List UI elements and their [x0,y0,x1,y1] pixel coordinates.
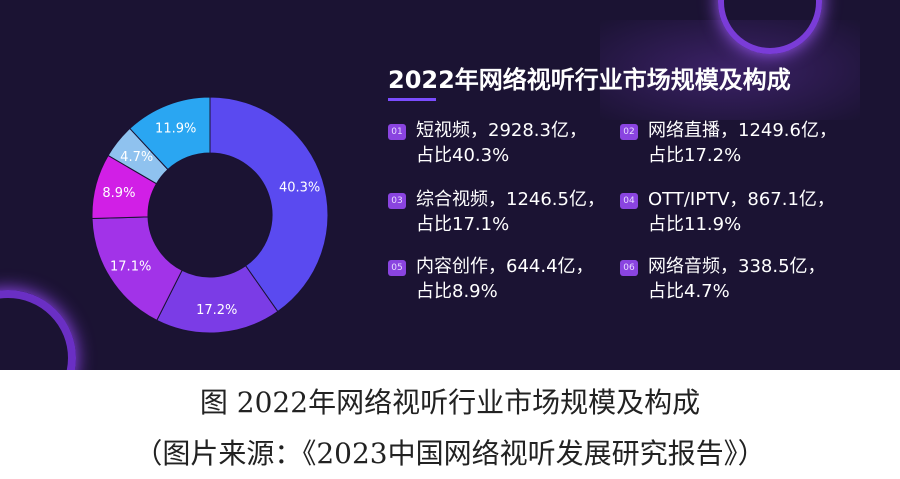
slice-data-label: 17.1% [110,259,151,274]
figure-source: （图片来源：《2023中国网络视听发展研究报告》） [134,437,766,470]
slice-data-label: 4.7% [120,150,153,165]
legend-line: 内容创作，644.4亿， [416,256,594,277]
slice-data-label: 17.2% [196,303,237,318]
legend-text: 网络音频，338.5亿， 占比4.7% [648,254,868,304]
slice-data-label: 8.9% [102,186,135,201]
legend-number-badge: 04 [620,193,638,209]
chart-panel: 40.3% 17.2% 17.1% 8.9% 4.7% 11.9% 2022年网络视听行业… [0,0,900,370]
legend-line: 占比40.3% [416,145,510,166]
legend-number-badge: 01 [388,124,406,140]
legend-number-badge: 03 [388,193,406,209]
background-glow [600,20,860,120]
legend-text: OTT/IPTV，867.1亿， 占比11.9% [648,187,868,237]
legend-text: 短视频，2928.3亿， 占比40.3% [416,118,636,168]
legend-text: 内容创作，644.4亿， 占比8.9% [416,254,636,304]
legend-line: OTT/IPTV，867.1亿， [648,189,835,210]
decorative-ring-bottom [0,290,76,370]
slice-data-label: 40.3% [279,181,320,196]
figure-caption: 图 2022年网络视听行业市场规模及构成 [199,386,701,419]
donut-slice [129,96,211,171]
legend-line: 网络直播，1249.6亿， [648,120,837,141]
legend-line: 短视频，2928.3亿， [416,120,587,141]
donut-slice [209,96,329,313]
legend-line: 综合视频，1246.5亿， [416,189,605,210]
legend-line: 网络音频，338.5亿， [648,256,826,277]
legend-line: 占比4.7% [648,281,730,302]
legend-text: 综合视频，1246.5亿， 占比17.1% [416,187,636,237]
slice-data-label: 11.9% [155,121,196,136]
legend-text: 网络直播，1249.6亿， 占比17.2% [648,118,868,168]
legend-line: 占比8.9% [416,281,498,302]
legend-line: 占比17.2% [648,145,742,166]
legend-line: 占比11.9% [648,214,742,235]
donut-chart: 40.3% 17.2% 17.1% 8.9% 4.7%11.9% [91,96,329,334]
legend-number-badge: 05 [388,260,406,276]
title-underline [388,98,436,101]
legend-line: 占比17.1% [416,214,510,235]
chart-title: 2022年网络视听行业市场规模及构成 [388,66,791,94]
legend-number-badge: 02 [620,124,638,140]
legend-number-badge: 06 [620,260,638,276]
